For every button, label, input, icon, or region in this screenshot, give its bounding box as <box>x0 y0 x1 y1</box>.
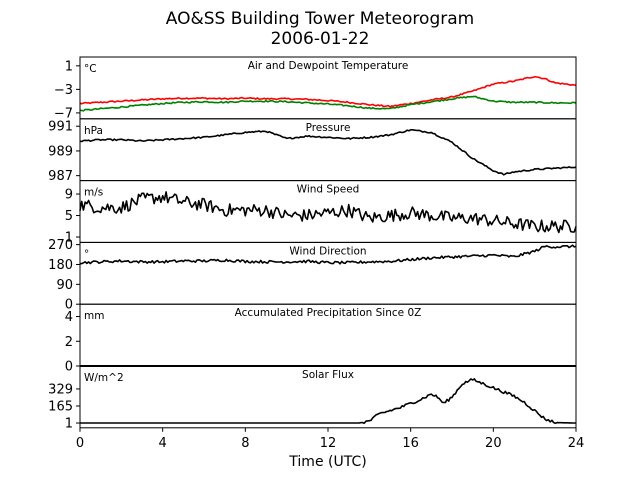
x-tick-label: 16 <box>402 436 419 451</box>
y-tick-label: 9 <box>65 188 73 203</box>
series-line-panel1-2 <box>79 95 577 112</box>
y-tick-label: 1 <box>65 59 73 74</box>
series-line-panel1-1 <box>79 76 577 108</box>
panel-3: 9 5 1 Wind Speed m/s <box>65 180 577 246</box>
chart-subtitle: 2006-01-22 <box>271 29 370 49</box>
panel-4: 270 180 90 0 Wind Direction ° <box>48 238 577 313</box>
panel-unit: W/m^2 <box>84 372 124 384</box>
y-tick-label: 989 <box>48 144 73 159</box>
y-tick-label: 987 <box>48 169 73 184</box>
panel-unit: mm <box>84 310 104 322</box>
y-tick-label: 90 <box>56 278 73 293</box>
x-axis: 0 4 8 12 16 20 24 <box>76 436 584 451</box>
panel-title: Air and Dewpoint Temperature <box>248 60 409 72</box>
x-tick-label: 24 <box>568 436 585 451</box>
series-line-panel2-1 <box>79 129 577 176</box>
y-tick-label: 270 <box>48 238 73 253</box>
x-tick-label: 12 <box>320 436 337 451</box>
y-tick-label: 0 <box>65 360 73 375</box>
y-tick-label: 5 <box>65 209 73 224</box>
panel-6: 329 165 1 Solar Flux W/m^2 <box>48 365 577 432</box>
panel-title: Accumulated Precipitation Since 0Z <box>235 307 422 319</box>
panels: 1 −3 −7 Air and Dewpoint Temperature °C 991 98… <box>48 56 577 432</box>
panel-5: 4 2 0 Accumulated Precipitation Since 0Z mm <box>65 303 577 375</box>
chart-title: AO&SS Building Tower Meteorogram <box>166 9 474 29</box>
panel-title: Wind Speed <box>297 184 360 196</box>
series-line-panel6-1 <box>80 378 576 425</box>
y-tick-label: −3 <box>54 83 73 98</box>
panel-1: 1 −3 −7 Air and Dewpoint Temperature °C <box>54 56 577 121</box>
y-tick-label: 991 <box>48 120 73 135</box>
y-tick-label: 329 <box>48 382 73 397</box>
panel-2: 991 989 987 Pressure hPa <box>48 118 577 184</box>
panel-unit: m/s <box>84 187 103 199</box>
y-tick-label: 2 <box>65 335 73 350</box>
panel-title: Solar Flux <box>302 369 354 381</box>
y-tick-label: 180 <box>48 258 73 273</box>
panel-title: Pressure <box>306 122 351 134</box>
y-tick-label: 4 <box>65 310 73 325</box>
y-tick-label: 1 <box>65 417 73 432</box>
x-tick-label: 0 <box>76 436 84 451</box>
panel-unit: °C <box>84 63 97 75</box>
y-tick-label: −7 <box>54 106 73 121</box>
y-tick-label: 0 <box>65 298 73 313</box>
x-axis-label: Time (UTC) <box>288 454 366 470</box>
panel-unit: ° <box>84 248 89 260</box>
x-tick-label: 4 <box>159 436 167 451</box>
series-line-panel4-1 <box>79 244 577 265</box>
series-line-panel3-1 <box>79 191 577 234</box>
y-tick-label: 1 <box>65 231 73 246</box>
panel-title: Wind Direction <box>289 245 366 257</box>
panel-unit: hPa <box>84 125 103 137</box>
x-tick-label: 20 <box>485 436 502 451</box>
y-tick-label: 165 <box>48 399 73 414</box>
x-tick-label: 8 <box>241 436 249 451</box>
